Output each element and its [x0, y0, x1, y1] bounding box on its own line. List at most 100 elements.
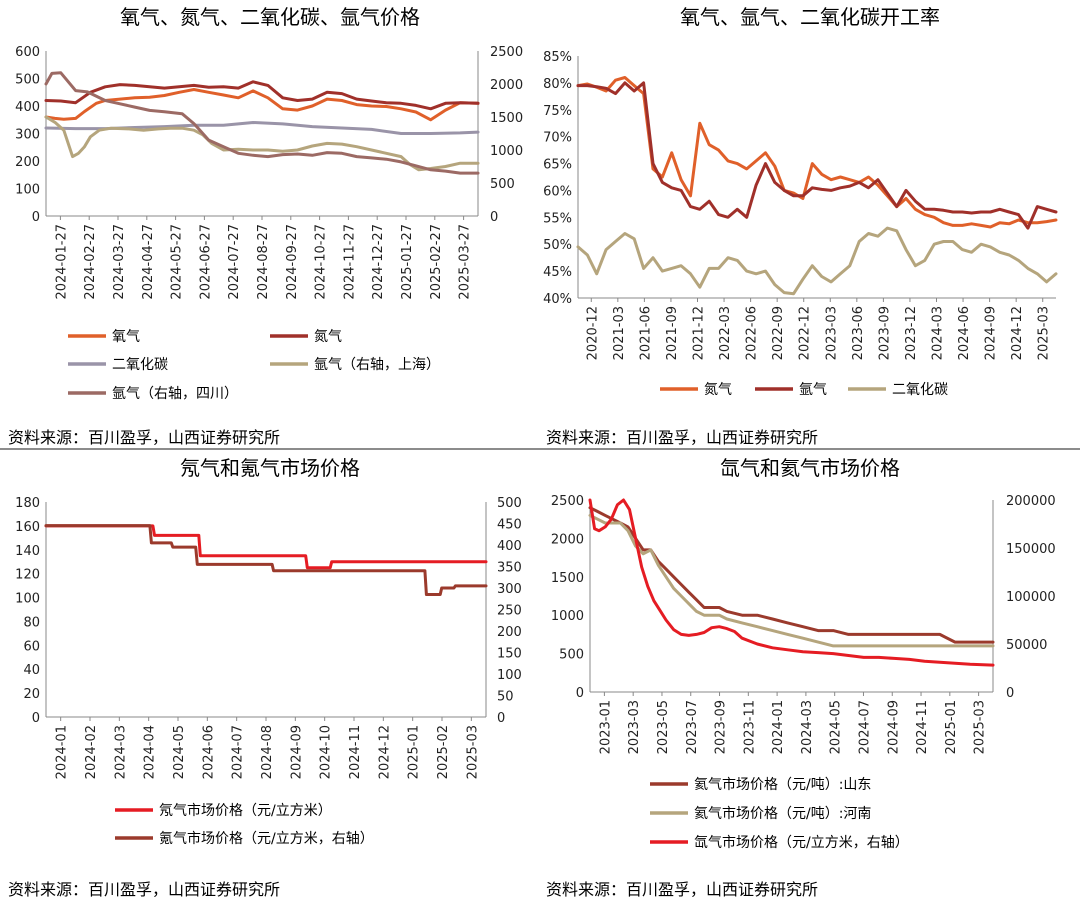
chart3-x-tick-label: 2025-03: [465, 725, 480, 779]
chart2-x-tick-label: 2025-03: [1037, 306, 1052, 360]
chart3-x-tick-label: 2024-12: [377, 725, 392, 779]
chart3-y-tick-label: 0: [32, 711, 40, 726]
chart4-x-tick-label: 2024-07: [857, 700, 872, 754]
chart2-y-tick-label: 40%: [543, 292, 572, 307]
chart1-x-tick-label: 2024-12-27: [371, 224, 386, 300]
chart3-x-tick-label: 2024-05: [172, 725, 187, 779]
chart1-x-tick-label: 2024-06-27: [198, 224, 213, 300]
chart3-y2-tick-label: 200: [497, 625, 522, 640]
chart2-x-tick-label: 2022-09: [771, 306, 786, 360]
chart3-y-tick-label: 120: [15, 568, 40, 583]
chart2-source: 资料来源：百川盈孚，山西证券研究所: [546, 428, 818, 447]
chart1-x-tick-label: 2024-02-27: [83, 224, 98, 300]
chart2-y-tick-label: 65%: [543, 158, 572, 173]
chart3-y2-tick-label: 350: [497, 561, 522, 576]
chart3-source: 资料来源：百川盈孚，山西证券研究所: [8, 880, 280, 899]
chart4-y-tick-label: 500: [559, 648, 584, 663]
chart1-title: 氧气、氮气、二氧化碳、氩气价格: [120, 5, 420, 29]
chart4-legend-label: 氦气市场价格（元/吨）:河南: [694, 805, 871, 822]
chart1-x-tick-label: 2025-02-27: [429, 224, 444, 300]
chart2-y-tick-label: 75%: [543, 104, 572, 119]
chart1-series-line-4: [46, 117, 478, 170]
chart1-legend-label: 氧气: [112, 329, 140, 345]
chart2-x-tick-label: 2023-12: [904, 306, 919, 360]
chart2-y-tick-label: 55%: [543, 211, 572, 226]
chart1-legend-label: 氮气: [314, 329, 342, 345]
chart3-x-tick-label: 2024-01: [55, 725, 70, 779]
chart3-series-line-2: [46, 526, 486, 595]
chart1-legend-label: 二氧化碳: [112, 357, 168, 373]
chart2-x-tick-label: 2022-03: [718, 306, 733, 360]
chart3-y2-tick-label: 400: [497, 539, 522, 554]
chart1-y-tick-label: 100: [15, 183, 40, 198]
chart2-y-tick-label: 45%: [543, 265, 572, 280]
chart2-x-tick-label: 2023-03: [824, 306, 839, 360]
chart3-y-tick-label: 140: [15, 544, 40, 559]
chart3-y2-tick-label: 150: [497, 647, 522, 662]
chart3-x-tick-label: 2025-02: [436, 725, 451, 779]
chart1-y-tick-label: 600: [15, 45, 40, 60]
chart1-x-tick-label: 2024-10-27: [314, 224, 329, 300]
chart4-x-tick-label: 2025-01: [944, 700, 959, 754]
chart3-y-tick-label: 80: [23, 615, 40, 630]
chart3-y-tick-label: 20: [23, 687, 40, 702]
chart2-x-tick-label: 2024-09: [984, 306, 999, 360]
chart1-y2-tick-label: 1500: [490, 111, 523, 126]
chart4-y2-tick-label: 0: [1006, 686, 1014, 701]
chart3-y2-tick-label: 0: [497, 711, 505, 726]
chart2-x-tick-label: 2022-06: [745, 306, 760, 360]
chart2-x-tick-label: 2023-06: [851, 306, 866, 360]
chart4-source: 资料来源：百川盈孚，山西证券研究所: [546, 880, 818, 899]
chart2-x-tick-label: 2021-12: [692, 306, 707, 360]
chart4-x-tick-label: 2024-03: [800, 700, 815, 754]
chart4-x-tick-label: 2024-09: [886, 700, 901, 754]
chart4-y2-tick-label: 50000: [1006, 638, 1047, 653]
chart3-legend-label: 氪气市场价格（元/立方米，右轴）: [159, 830, 374, 847]
chart4-series-line-3: [590, 500, 993, 665]
chart3-legend-label: 氖气市场价格（元/立方米）: [159, 802, 332, 819]
chart4-x-tick-label: 2023-11: [742, 700, 757, 754]
chart1-x-tick-label: 2024-09-27: [285, 224, 300, 300]
chart3-x-tick-label: 2024-04: [143, 725, 158, 779]
chart1-x-tick-label: 2024-07-27: [227, 224, 242, 300]
chart4-x-tick-label: 2024-05: [829, 700, 844, 754]
chart4-x-tick-label: 2023-07: [685, 700, 700, 754]
chart3-x-tick-label: 2024-03: [113, 725, 128, 779]
chart4-legend-label: 氙气市场价格（元/立方米，右轴）: [694, 834, 909, 851]
chart4-legend-label: 氦气市场价格（元/吨）:山东: [694, 776, 871, 793]
chart3-y-tick-label: 40: [23, 663, 40, 678]
chart1-y2-tick-label: 500: [490, 177, 515, 192]
chart1-y2-tick-label: 2500: [490, 45, 523, 60]
chart1-x-tick-label: 2024-11-27: [342, 224, 357, 300]
chart1-legend-label: 氩气（右轴，上海）: [314, 357, 440, 373]
chart1-y2-tick-label: 2000: [490, 78, 523, 93]
chart1-x-tick-label: 2025-03-27: [458, 224, 473, 300]
chart2-x-tick-label: 2024-12: [1010, 306, 1025, 360]
chart4-y2-tick-label: 100000: [1006, 590, 1056, 605]
chart1-y-tick-label: 500: [15, 73, 40, 88]
chart1-x-tick-label: 2025-01-27: [400, 224, 415, 300]
chart3-x-tick-label: 2024-07: [231, 725, 246, 779]
chart4-y-tick-label: 1500: [551, 571, 584, 586]
chart4-x-tick-label: 2023-01: [598, 700, 613, 754]
chart2-series-line-3: [578, 228, 1056, 294]
chart3-y2-tick-label: 250: [497, 604, 522, 619]
chart3-x-tick-label: 2024-02: [84, 725, 99, 779]
chart3-y-tick-label: 160: [15, 520, 40, 535]
chart3-x-tick-label: 2024-08: [260, 725, 275, 779]
chart3-y2-tick-label: 500: [497, 496, 522, 511]
chart3-x-tick-label: 2024-06: [201, 725, 216, 779]
chart1-y2-tick-label: 1000: [490, 144, 523, 159]
chart2-x-tick-label: 2024-06: [957, 306, 972, 360]
chart4-y2-tick-label: 200000: [1006, 494, 1056, 509]
chart1-x-tick-label: 2024-03-27: [112, 224, 127, 300]
chart2-y-tick-label: 70%: [543, 131, 572, 146]
chart4-x-tick-label: 2024-11: [915, 700, 930, 754]
chart1-x-tick-label: 2024-01-27: [54, 224, 69, 300]
chart1-legend-label: 氩气（右轴，四川）: [112, 386, 238, 402]
chart1-x-tick-label: 2024-08-27: [256, 224, 271, 300]
chart2-legend-label: 二氧化碳: [892, 382, 948, 398]
chart4-y-tick-label: 2000: [551, 532, 584, 547]
chart1-source: 资料来源：百川盈孚，山西证券研究所: [8, 428, 280, 447]
chart4-series-line-1: [590, 508, 993, 642]
